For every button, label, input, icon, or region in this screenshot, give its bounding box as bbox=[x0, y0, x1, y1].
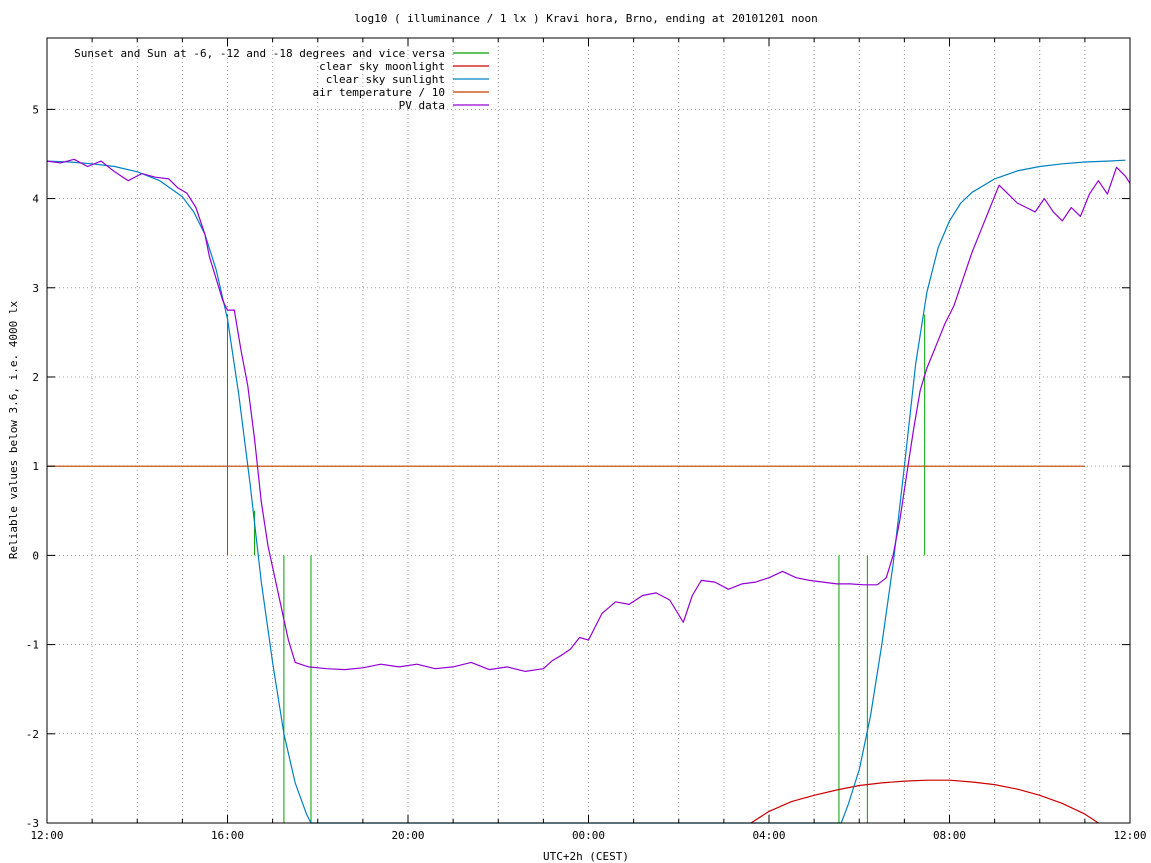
legend-label: air temperature / 10 bbox=[313, 86, 445, 99]
x-tick-label: 00:00 bbox=[572, 829, 605, 842]
grid bbox=[47, 38, 1130, 823]
legend-label: clear sky moonlight bbox=[319, 60, 445, 73]
series-line bbox=[46, 158, 1131, 673]
y-tick-label: -2 bbox=[26, 728, 39, 741]
legend-label: clear sky sunlight bbox=[326, 73, 445, 86]
x-tick-label: 08:00 bbox=[933, 829, 966, 842]
legend-label: Sunset and Sun at -6, -12 and -18 degree… bbox=[74, 47, 445, 60]
y-tick-label: 1 bbox=[32, 460, 39, 473]
x-tick-label: 16:00 bbox=[211, 829, 244, 842]
series-line bbox=[750, 779, 1099, 824]
tick-layer: 12:00 16:00 20:00 00:00 04:00 08:00 12:00 5 4 3 2 1… bbox=[26, 38, 1147, 842]
x-tick-label: 20:00 bbox=[391, 829, 424, 842]
series-1 bbox=[750, 779, 1099, 824]
y-tick-label: -3 bbox=[26, 817, 39, 830]
legend-label: PV data bbox=[399, 99, 445, 112]
x-tick-label: 04:00 bbox=[752, 829, 785, 842]
legend: Sunset and Sun at -6, -12 and -18 degree… bbox=[74, 47, 489, 112]
y-tick-label: 0 bbox=[32, 549, 39, 562]
series-line bbox=[46, 159, 1126, 824]
series-2 bbox=[46, 159, 1126, 824]
x-axis-label: UTC+2h (CEST) bbox=[543, 850, 629, 863]
chart-title: log10 ( illuminance / 1 lx ) Kravi hora,… bbox=[354, 12, 818, 25]
x-tick-label: 12:00 bbox=[1113, 829, 1146, 842]
y-tick-label: 2 bbox=[32, 371, 39, 384]
y-tick-label: 5 bbox=[32, 103, 39, 116]
series-4 bbox=[46, 158, 1131, 673]
y-tick-label: 3 bbox=[32, 282, 39, 295]
series-0 bbox=[227, 314, 926, 823]
x-tick-label: 12:00 bbox=[30, 829, 63, 842]
y-tick-label: 4 bbox=[32, 193, 39, 206]
y-tick-label: -1 bbox=[26, 639, 39, 652]
y-axis-label: Reliable values below 3.6, i.e. 4000 lx bbox=[7, 300, 20, 559]
